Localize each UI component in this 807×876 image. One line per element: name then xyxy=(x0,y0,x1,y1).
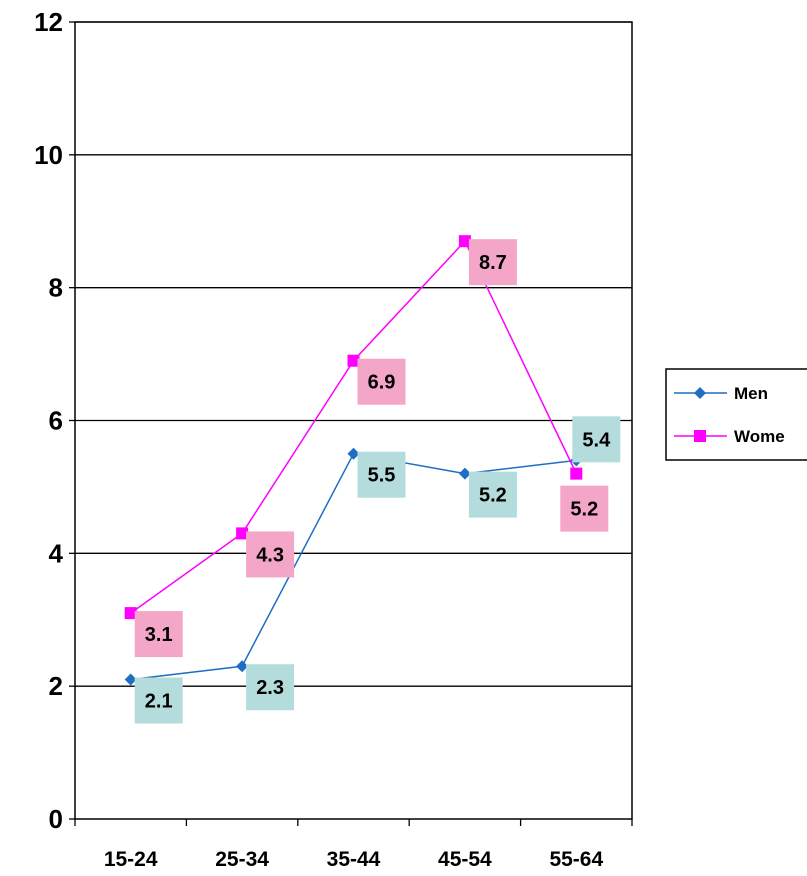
data-label-bg xyxy=(134,677,183,724)
y-tick-label: 12 xyxy=(34,7,63,37)
data-label-bg xyxy=(572,416,621,463)
data-label: 5.2 xyxy=(479,485,507,507)
data-label: 8.7 xyxy=(479,252,507,274)
data-label-bg xyxy=(357,358,406,405)
data-label-bg xyxy=(357,451,406,498)
legend-label: Wome xyxy=(734,427,785,446)
data-label: 2.3 xyxy=(256,677,284,699)
data-point xyxy=(236,527,249,540)
series-men: 2.1 2.3 5.5 5.2 5.4 xyxy=(124,416,621,724)
legend: Men Wome xyxy=(665,368,807,461)
data-label-bg xyxy=(468,239,517,286)
series-line xyxy=(130,239,577,614)
legend-label: Men xyxy=(734,384,768,403)
data-label: 5.5 xyxy=(368,465,396,487)
data-point xyxy=(124,673,137,686)
data-label: 5.2 xyxy=(570,499,598,521)
data-point xyxy=(236,660,249,673)
data-label-bg xyxy=(560,485,609,532)
data-point xyxy=(458,235,471,248)
y-tick-label: 4 xyxy=(49,538,64,568)
data-point xyxy=(347,447,360,460)
data-label-bg xyxy=(246,664,295,711)
data-point xyxy=(124,607,137,620)
series-wome: 3.1 4.3 6.9 8.7 5.2 xyxy=(124,235,609,658)
data-label: 6.9 xyxy=(368,372,396,394)
y-tick-label: 10 xyxy=(34,140,63,170)
x-tick-label: 35-44 xyxy=(327,848,381,871)
data-label-bg xyxy=(246,531,295,578)
x-tick-label: 55-64 xyxy=(549,848,603,871)
data-label-bg xyxy=(468,471,517,518)
x-tick-label: 15-24 xyxy=(104,848,158,871)
series-layer: 2.1 2.3 5.5 5.2 5.4 3.1 4.3 6.9 8.7 5.2 xyxy=(124,235,621,724)
y-tick-label: 6 xyxy=(49,406,63,436)
x-tick-label: 25-34 xyxy=(215,848,269,871)
gridlines xyxy=(75,21,632,687)
y-tick-label: 0 xyxy=(49,804,63,834)
legend-marker xyxy=(694,430,706,442)
y-axis: 0 2 4 6 8 10 12 xyxy=(34,7,75,834)
legend-box xyxy=(665,368,807,461)
data-label: 2.1 xyxy=(145,691,173,713)
data-point xyxy=(458,467,471,480)
y-tick-label: 8 xyxy=(49,273,63,303)
data-point xyxy=(347,354,360,367)
data-point xyxy=(570,467,583,480)
data-label: 3.1 xyxy=(145,624,173,646)
data-label: 4.3 xyxy=(256,544,284,566)
legend-items: Men Wome xyxy=(674,384,785,446)
y-tick-label: 2 xyxy=(49,671,63,701)
data-label: 5.4 xyxy=(582,429,611,451)
legend-marker xyxy=(694,387,706,399)
x-axis: 15-24 25-34 35-44 45-54 55-64 xyxy=(74,819,633,871)
data-label-bg xyxy=(134,611,183,658)
x-tick-label: 45-54 xyxy=(438,848,492,871)
